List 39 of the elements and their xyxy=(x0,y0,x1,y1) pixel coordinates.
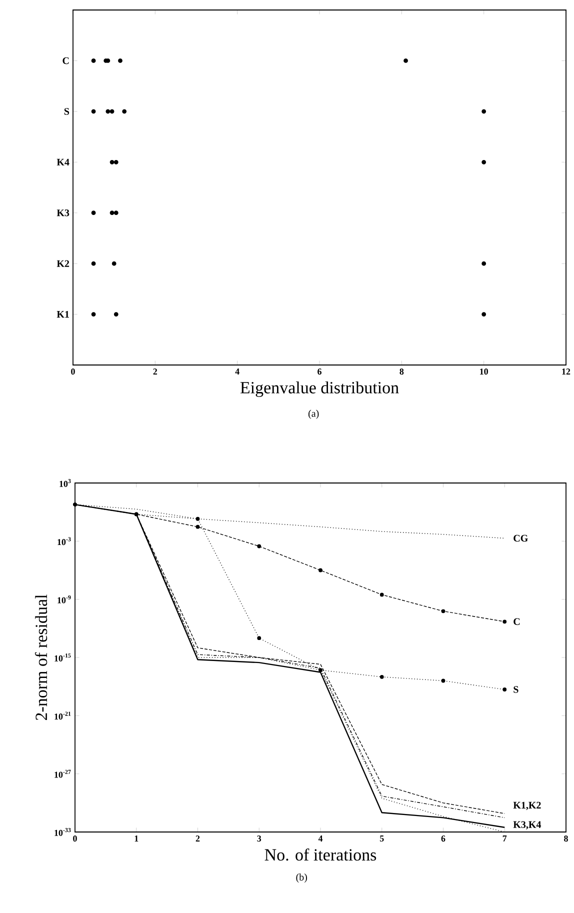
series-label: C xyxy=(514,618,520,625)
x-tick-label: 3 xyxy=(257,836,262,842)
y-tick-label: 10$^{-3}$ xyxy=(58,537,71,546)
text: (b) xyxy=(296,874,308,883)
x-tick-label: 0 xyxy=(71,368,75,375)
y-tick-label: 10$^{-21}$ xyxy=(54,712,71,720)
x-axis-title: Eigenvalue distribution xyxy=(240,381,399,397)
y-tick-label: 10$^{3}$ xyxy=(60,479,71,487)
x-tick-label: 4 xyxy=(235,368,240,374)
x-axis-title: No. of iterations xyxy=(264,848,376,861)
x-tick-label: 8 xyxy=(564,836,568,842)
y-tick-label: S xyxy=(64,108,70,115)
x-tick-label: 12 xyxy=(562,368,570,374)
x-tick-label: 4 xyxy=(318,836,323,842)
y-tick-label: 10$^{-27}$ xyxy=(54,770,71,778)
y-tick-label: K1 xyxy=(56,310,70,318)
x-tick-label: 6 xyxy=(441,836,446,842)
series-label: S xyxy=(514,686,518,693)
x-tick-label: 2 xyxy=(196,836,200,842)
y-tick-label: 10$^{-9}$ xyxy=(58,595,71,604)
x-tick-label: 1 xyxy=(134,836,138,842)
y-tick-label: K2 xyxy=(56,260,70,267)
series-label: K3,K4 xyxy=(513,821,542,830)
y-tick-label: 10$^{-33}$ xyxy=(54,828,71,836)
y-tick-label: C xyxy=(62,57,69,64)
text: (a) xyxy=(308,410,319,419)
x-tick-label: 5 xyxy=(380,836,384,842)
x-tick-label: 0 xyxy=(73,836,77,842)
x-tick-label: 8 xyxy=(400,368,404,375)
x-tick-label: 2 xyxy=(153,368,158,374)
y-tick-label: 10$^{-15}$ xyxy=(54,654,71,662)
series-label: K1,K2 xyxy=(513,802,541,810)
y-axis-title: 2-norm of residual xyxy=(35,594,48,720)
series-label: CG xyxy=(514,534,528,542)
x-tick-label: 6 xyxy=(318,368,322,375)
y-tick-label: K3 xyxy=(56,210,70,216)
x-tick-label: 10 xyxy=(480,368,488,375)
y-tick-label: K4 xyxy=(56,158,70,166)
x-tick-label: 7 xyxy=(502,836,507,842)
